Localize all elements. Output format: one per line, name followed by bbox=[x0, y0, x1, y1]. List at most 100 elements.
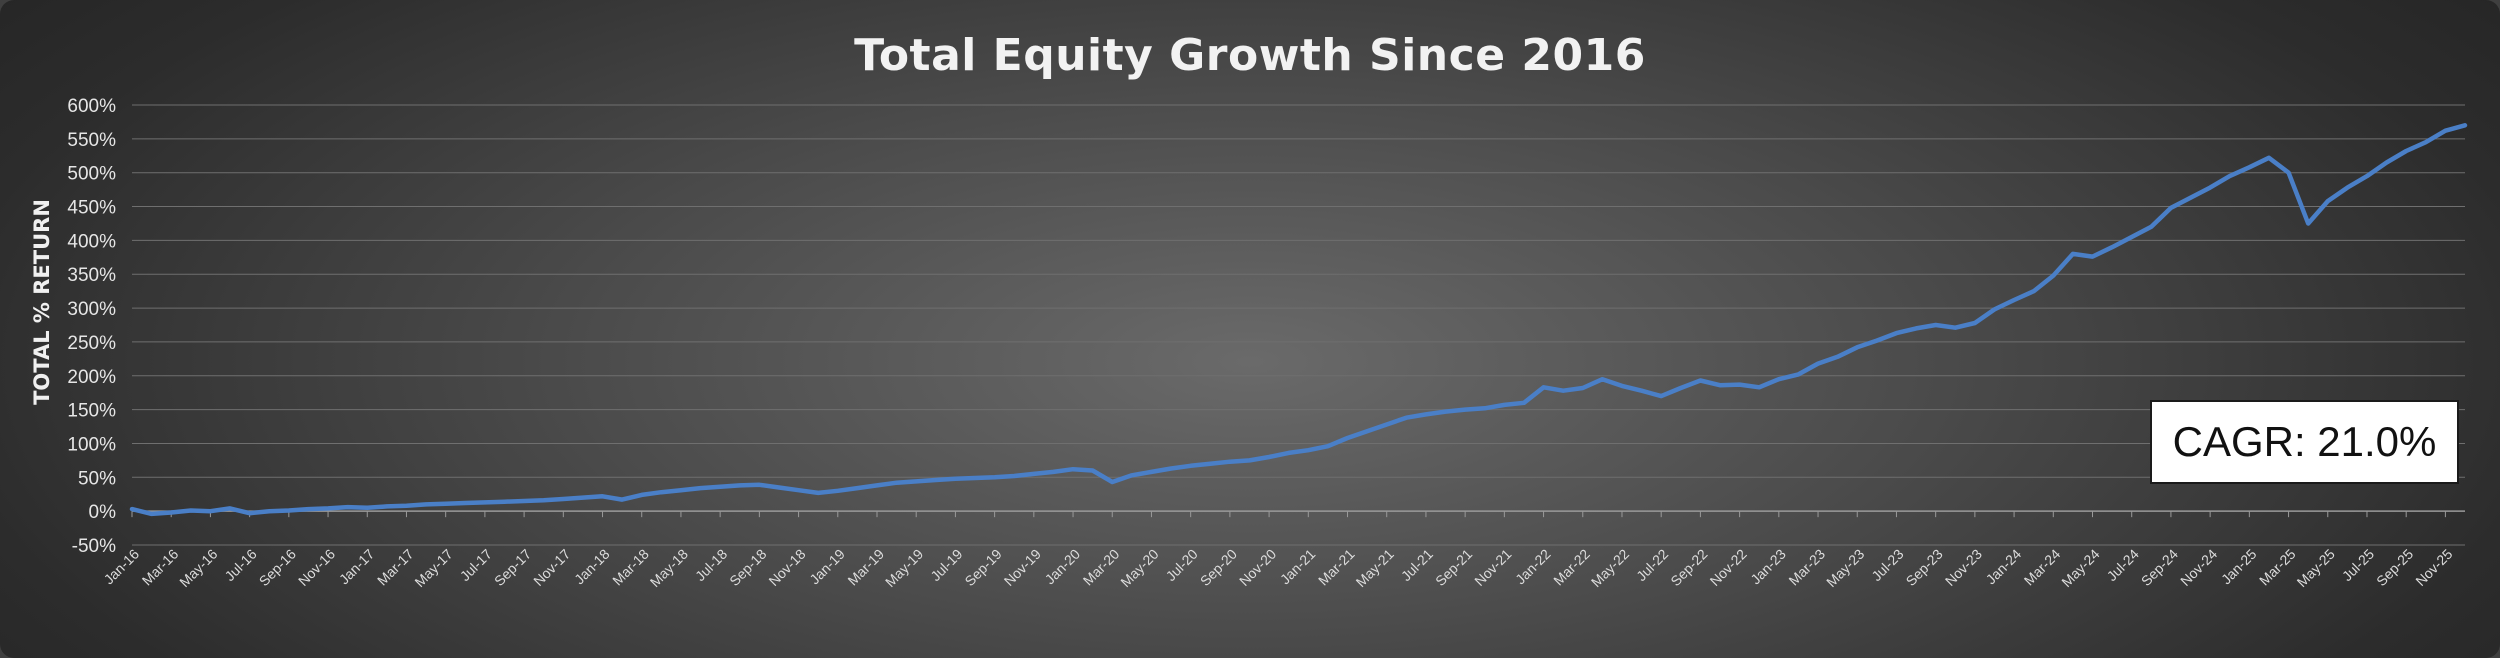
data-point bbox=[189, 509, 193, 512]
data-point bbox=[738, 483, 742, 487]
cagr-annotation: CAGR: 21.0% bbox=[2150, 400, 2459, 484]
data-point bbox=[1346, 436, 1349, 440]
x-tick-label: Nov-22 bbox=[1707, 546, 1750, 589]
data-point bbox=[1051, 470, 1055, 474]
x-tick-label: Jul-22 bbox=[1633, 546, 1671, 584]
x-tick-label: Mar-25 bbox=[2256, 546, 2299, 589]
x-tick-label: Sep-16 bbox=[256, 546, 299, 589]
x-tick-label: Jul-20 bbox=[1163, 546, 1201, 584]
data-point bbox=[2365, 174, 2369, 178]
data-point bbox=[1836, 355, 1840, 359]
x-tick-label: Jul-19 bbox=[927, 546, 965, 584]
data-point bbox=[2306, 222, 2310, 225]
x-tick-label: Jan-18 bbox=[571, 546, 613, 588]
x-tick-label: Nov-19 bbox=[1001, 546, 1044, 589]
x-tick-label: Jan-17 bbox=[336, 546, 378, 588]
data-point bbox=[2463, 123, 2467, 127]
data-point bbox=[542, 498, 546, 502]
data-point bbox=[1012, 474, 1016, 478]
data-point bbox=[679, 488, 683, 492]
x-tick-label: May-22 bbox=[1588, 546, 1632, 590]
x-tick-label: Nov-16 bbox=[295, 546, 338, 589]
x-tick-label: Mar-16 bbox=[139, 546, 182, 589]
x-tick-label: Mar-22 bbox=[1550, 546, 1593, 589]
y-tick-label: -50% bbox=[72, 536, 116, 557]
data-point bbox=[267, 509, 271, 513]
x-tick-label: Nov-21 bbox=[1471, 546, 1514, 589]
data-point bbox=[1326, 444, 1330, 448]
data-point bbox=[875, 483, 879, 487]
x-tick-label: Mar-18 bbox=[609, 546, 652, 589]
x-tick-label: Sep-24 bbox=[2138, 546, 2181, 589]
x-tick-label: Mar-20 bbox=[1080, 546, 1123, 589]
data-point bbox=[2189, 196, 2192, 200]
y-tick-label: 250% bbox=[67, 333, 116, 354]
data-point bbox=[130, 507, 134, 511]
data-point bbox=[2051, 274, 2055, 278]
x-tick-label: Nov-20 bbox=[1236, 546, 1279, 589]
data-point bbox=[1659, 394, 1663, 398]
data-point bbox=[640, 493, 644, 497]
data-point bbox=[1502, 403, 1506, 407]
data-point bbox=[522, 499, 526, 503]
data-point bbox=[1110, 480, 1114, 484]
x-tick-label: Jul-17 bbox=[457, 546, 495, 584]
data-point bbox=[208, 509, 212, 513]
data-point bbox=[2404, 149, 2408, 153]
data-point bbox=[1130, 473, 1134, 477]
gridlines bbox=[132, 104, 2465, 546]
data-point bbox=[601, 494, 604, 498]
data-point bbox=[1091, 469, 1095, 472]
data-point bbox=[1267, 455, 1271, 459]
y-tick-label: 450% bbox=[67, 198, 116, 219]
x-tick-label: Sep-23 bbox=[1903, 546, 1946, 589]
data-point bbox=[1934, 323, 1938, 327]
chart-title: Total Equity Growth Since 2016 bbox=[854, 30, 1646, 81]
data-point bbox=[1150, 470, 1153, 474]
data-point bbox=[503, 500, 506, 504]
data-point bbox=[2169, 206, 2173, 210]
data-point bbox=[248, 511, 252, 515]
data-point bbox=[1561, 389, 1565, 393]
x-tick-label: Jul-25 bbox=[2339, 546, 2377, 584]
data-point bbox=[1640, 389, 1644, 393]
data-point bbox=[934, 478, 938, 482]
x-tick-label: Jan-21 bbox=[1277, 546, 1319, 588]
data-point bbox=[2267, 156, 2271, 160]
x-tick-label: Jul-24 bbox=[2104, 546, 2142, 584]
data-point bbox=[1895, 331, 1898, 335]
data-point bbox=[2247, 165, 2251, 169]
x-tick-label: Jan-24 bbox=[1983, 546, 2025, 588]
data-point bbox=[1855, 345, 1859, 349]
x-tick-label: May-17 bbox=[411, 546, 455, 590]
x-tick-label: May-19 bbox=[882, 546, 926, 590]
data-point bbox=[1757, 385, 1761, 389]
data-point bbox=[1189, 464, 1193, 468]
x-tick-label: Sep-18 bbox=[726, 546, 769, 589]
data-point bbox=[1248, 458, 1251, 462]
x-tick-label: Nov-24 bbox=[2177, 546, 2220, 589]
data-point bbox=[1914, 326, 1918, 330]
x-tick-label: Jul-16 bbox=[221, 546, 259, 584]
y-tick-label: 0% bbox=[89, 502, 117, 523]
y-tick-label: 400% bbox=[67, 231, 116, 252]
x-tick-label: May-23 bbox=[1823, 546, 1867, 590]
data-point bbox=[659, 490, 663, 494]
data-point bbox=[1679, 386, 1683, 390]
data-point bbox=[1032, 472, 1036, 476]
data-point bbox=[895, 481, 899, 485]
y-tick-label: 50% bbox=[78, 468, 116, 489]
x-tick-label: Mar-19 bbox=[844, 546, 887, 589]
x-tick-label: Mar-23 bbox=[1785, 546, 1828, 589]
x-tick-label: Nov-23 bbox=[1942, 546, 1985, 589]
data-point bbox=[816, 491, 820, 495]
x-tick-label: Mar-21 bbox=[1315, 546, 1358, 589]
x-tick-label: Mar-17 bbox=[374, 546, 417, 589]
x-tick-label: May-24 bbox=[2058, 546, 2102, 590]
y-tick-label: 600% bbox=[67, 96, 116, 117]
data-point bbox=[1718, 383, 1722, 387]
x-tick-label: Jan-22 bbox=[1512, 546, 1554, 588]
data-point bbox=[1542, 385, 1546, 389]
x-tick-label: Mar-24 bbox=[2021, 546, 2064, 589]
